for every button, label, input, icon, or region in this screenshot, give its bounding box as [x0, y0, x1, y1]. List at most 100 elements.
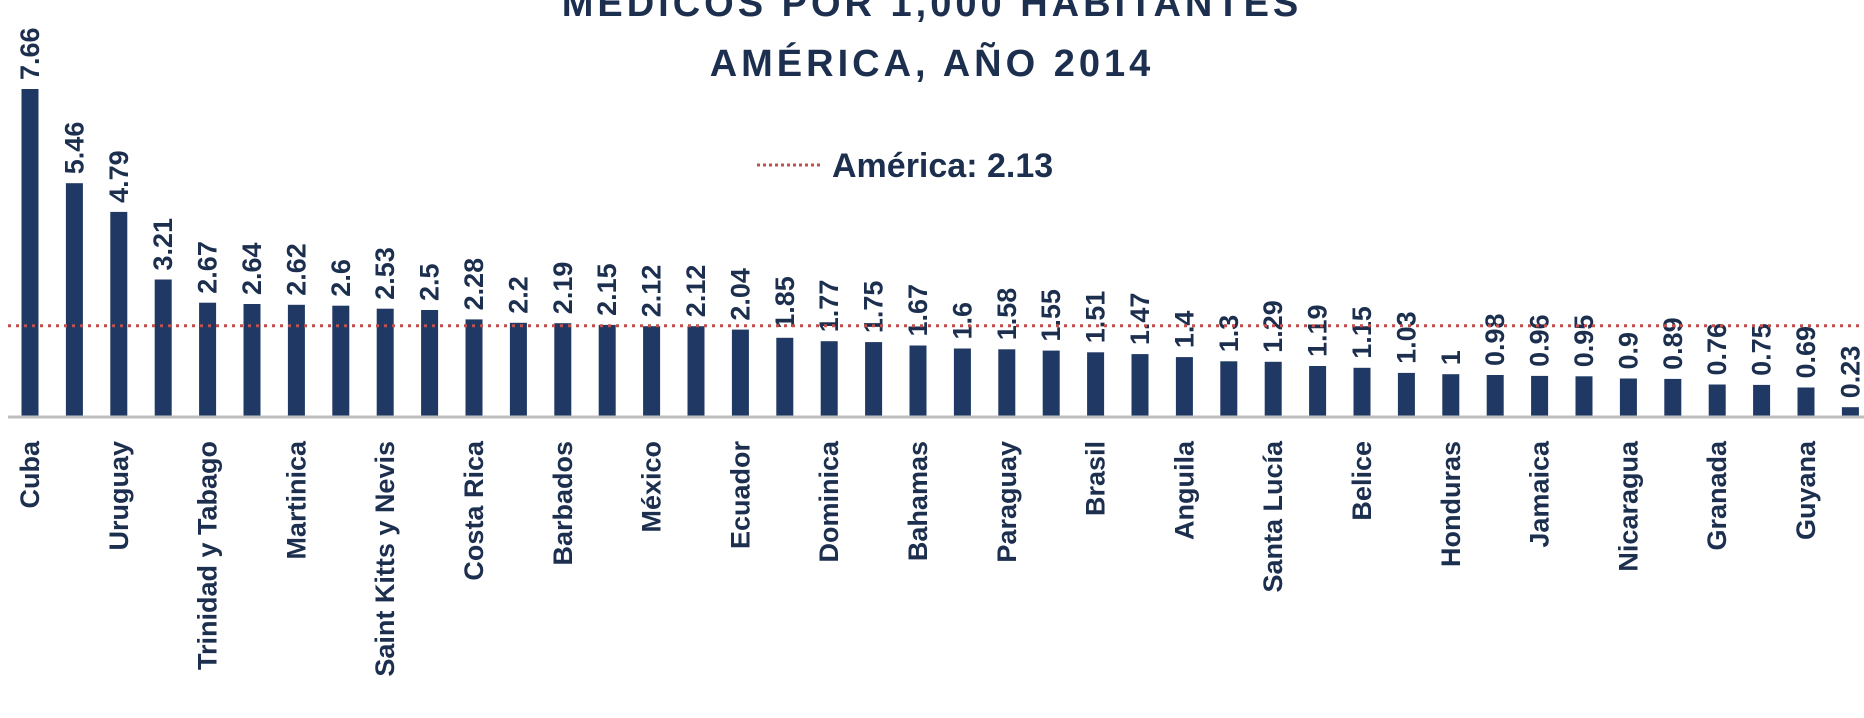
category-label: Nicaragua — [1613, 440, 1643, 572]
value-label: 1.03 — [1391, 311, 1421, 364]
bar — [1087, 352, 1105, 417]
value-label: 1.85 — [770, 276, 800, 329]
bar — [1042, 350, 1060, 417]
bar — [731, 329, 749, 417]
bar — [1175, 357, 1193, 417]
bar — [1353, 367, 1371, 417]
category-label: Anguila — [1169, 440, 1199, 540]
category-label: Dominica — [814, 440, 844, 563]
bar — [110, 211, 128, 417]
category-label: Honduras — [1436, 441, 1466, 567]
value-label: 2.12 — [637, 265, 667, 318]
bar — [953, 348, 971, 417]
value-label: 4.79 — [104, 150, 134, 203]
bar — [687, 326, 705, 417]
bar — [1575, 376, 1593, 417]
category-label: Guyana — [1791, 440, 1821, 540]
bar — [1309, 366, 1327, 417]
value-label: 0.75 — [1747, 323, 1777, 376]
category-label: Belice — [1347, 441, 1377, 521]
bar — [1619, 378, 1637, 417]
category-label: México — [637, 441, 667, 533]
bar — [332, 305, 350, 417]
bar — [1841, 407, 1859, 417]
value-label: 1.67 — [903, 284, 933, 337]
bar — [598, 324, 616, 417]
bar — [643, 326, 661, 417]
value-label: 0.96 — [1525, 314, 1555, 367]
bar — [1264, 361, 1282, 417]
category-label: Costa Rica — [459, 440, 489, 581]
bar — [465, 319, 483, 417]
value-label: 5.46 — [59, 122, 89, 175]
category-label: Santa Lucía — [1258, 440, 1288, 593]
bar — [1397, 372, 1415, 417]
value-labels-group: 7.66 5.46 4.79 3.21 2.67 2.64 2.62 2.6 2.53 2.5 2.… — [15, 27, 1864, 398]
value-label: 2.6 — [326, 259, 356, 297]
category-label: Paraguay — [992, 441, 1022, 563]
value-label: 2.19 — [548, 262, 578, 315]
bar — [820, 341, 838, 417]
value-label: 0.69 — [1791, 326, 1821, 379]
value-label: 1.19 — [1303, 304, 1333, 357]
category-label: Martinica — [281, 440, 311, 560]
category-label: Saint Kitts y Nevis — [370, 441, 400, 677]
category-labels-group: Cuba Uruguay Trinidad y Tabago Martinica Sai… — [15, 440, 1821, 677]
category-label: Bahamas — [903, 441, 933, 561]
value-label: 0.95 — [1569, 315, 1599, 368]
value-label: 7.66 — [15, 27, 45, 80]
category-label: Trinidad y Tabago — [193, 441, 223, 670]
bar — [509, 322, 527, 417]
category-label: Ecuador — [725, 441, 755, 550]
bar — [1131, 354, 1149, 417]
bar — [287, 304, 305, 417]
bar — [776, 337, 794, 417]
category-label: Uruguay — [104, 441, 134, 551]
category-label: Cuba — [15, 440, 45, 508]
bar — [1753, 384, 1771, 417]
value-label: 1.51 — [1081, 291, 1111, 344]
value-label: 2.62 — [281, 243, 311, 296]
legend: América: 2.13 — [757, 147, 1053, 185]
category-label: Brasil — [1081, 441, 1111, 516]
category-label: Barbados — [548, 441, 578, 566]
value-label: 0.76 — [1702, 323, 1732, 376]
value-label: 1.47 — [1125, 293, 1155, 346]
bar — [243, 304, 261, 417]
category-label: Granada — [1702, 440, 1732, 551]
value-label: 2.2 — [503, 276, 533, 314]
bar — [199, 302, 217, 417]
category-label: Jamaica — [1525, 440, 1555, 548]
chart-title-line2: AMÉRICA, AÑO 2014 — [710, 41, 1155, 85]
value-label: 2.53 — [370, 247, 400, 300]
value-label: 1 — [1436, 350, 1466, 365]
value-label: 2.12 — [681, 265, 711, 318]
bar — [554, 323, 572, 417]
value-label: 1.4 — [1169, 311, 1199, 349]
bar — [1797, 387, 1815, 417]
bar — [909, 345, 927, 417]
bar — [421, 310, 439, 417]
value-label: 2.15 — [592, 263, 622, 316]
bar — [1486, 375, 1504, 417]
value-label: 2.28 — [459, 258, 489, 311]
value-label: 1.3 — [1214, 315, 1244, 353]
bar — [1531, 375, 1549, 417]
bar — [21, 89, 39, 417]
value-label: 2.64 — [237, 242, 267, 295]
bar — [1442, 374, 1460, 417]
bar — [154, 279, 172, 417]
bar — [865, 342, 883, 417]
value-label: 3.21 — [148, 218, 178, 271]
bar — [65, 183, 83, 417]
value-label: 0.9 — [1613, 332, 1643, 370]
value-label: 0.98 — [1480, 313, 1510, 366]
legend-reference-label: América: 2.13 — [832, 147, 1053, 185]
bar — [998, 349, 1016, 417]
bar — [1708, 384, 1726, 417]
bar — [376, 308, 394, 417]
bar — [1664, 378, 1682, 417]
value-label: 2.04 — [725, 268, 755, 321]
value-label: 1.58 — [992, 288, 1022, 341]
